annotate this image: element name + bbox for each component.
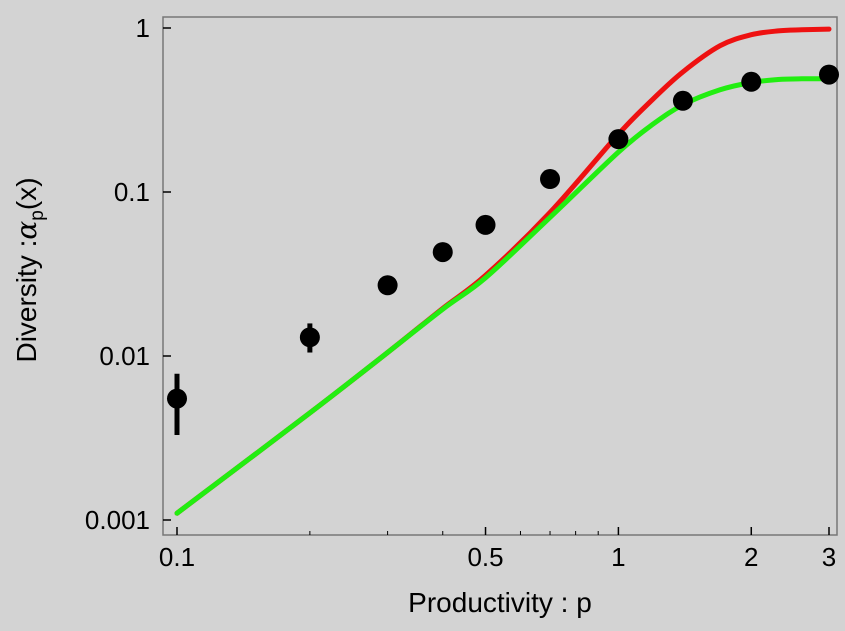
- y-axis-label: Diversity :αp(x): [10, 177, 48, 362]
- y-tick-label: 0.1: [114, 177, 150, 207]
- y-tick-label: 0.01: [99, 341, 150, 371]
- x-tick-label: 1: [611, 542, 625, 572]
- y-tick-label: 0.001: [85, 505, 150, 535]
- x-tick-label: 3: [822, 542, 836, 572]
- x-tick-label: 2: [744, 542, 758, 572]
- data-point: [608, 129, 629, 150]
- series-line-2: [174, 76, 832, 516]
- data-point: [819, 64, 839, 85]
- data-point: [167, 388, 187, 409]
- y-axis-label-subscript: p: [27, 210, 48, 221]
- data-point: [672, 90, 693, 111]
- x-tick-label: 0.1: [159, 542, 195, 572]
- plot-frame: [162, 16, 838, 536]
- x-axis: 0.1 0.5 1 2 3: [159, 527, 836, 572]
- x-tick-label: 0.5: [467, 542, 503, 572]
- y-tick-label: 1: [136, 13, 150, 43]
- data-point: [475, 214, 496, 235]
- y-axis-label-suffix: (x): [11, 177, 42, 210]
- data-point: [741, 71, 762, 92]
- y-axis-label-symbol: α: [10, 221, 43, 240]
- y-axis-label-prefix: Diversity :: [11, 240, 42, 363]
- y-axis: 0.001 0.01 0.1 1: [85, 13, 171, 535]
- x-axis-label: Productivity : p: [408, 587, 592, 618]
- data-point: [299, 327, 320, 348]
- data-points: [167, 64, 839, 435]
- data-point: [377, 275, 398, 296]
- data-point: [540, 169, 561, 190]
- data-point: [432, 242, 453, 263]
